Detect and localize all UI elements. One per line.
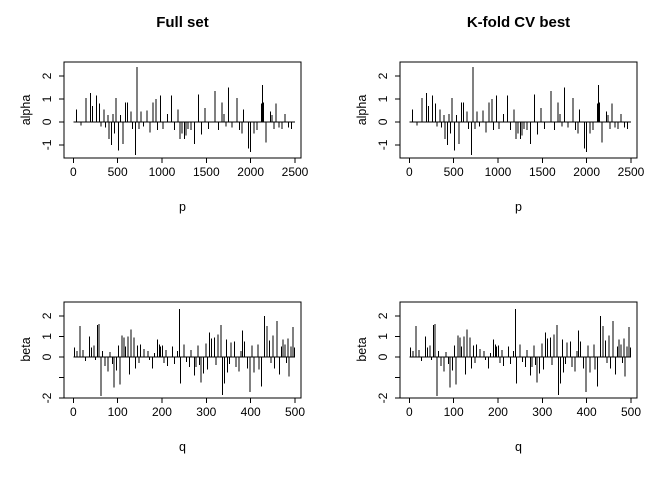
y-tick-label: 0 (40, 118, 54, 125)
x-tick-label: 2000 (237, 165, 264, 179)
x-tick-label: 2500 (618, 165, 645, 179)
x-axis-label: p (515, 200, 522, 214)
x-tick-label: 0 (406, 165, 413, 179)
x-tick-label: 100 (444, 405, 464, 419)
y-tick-label: 1 (40, 95, 54, 102)
y-tick-label: 2 (376, 312, 390, 319)
x-axis-label: q (179, 440, 186, 454)
x-tick-label: 500 (285, 405, 305, 419)
plot-axes: 0 100 200 300 400 500 -2 0 1 2 (376, 301, 641, 419)
x-axis: 0 500 1000 1500 2000 2500 (406, 158, 645, 179)
x-tick-label: 2500 (282, 165, 309, 179)
y-tick-label: 2 (376, 72, 390, 79)
y-axis-label: beta (19, 337, 33, 361)
y-tick-label: 0 (40, 353, 54, 360)
panel-title: Full set (156, 14, 209, 31)
plot-axes: 0 500 1000 1500 2000 2500 -1 0 1 2 (376, 61, 645, 179)
x-tick-label: 200 (152, 405, 172, 419)
y-tick-label: 2 (40, 312, 54, 319)
x-tick-label: 500 (444, 165, 464, 179)
x-axis-label: p (179, 200, 186, 214)
y-axis: -1 0 1 2 (40, 72, 64, 150)
y-tick-label: 2 (40, 72, 54, 79)
panel-full-set-alpha: Full set p alpha 0 500 1000 1500 2000 2500 -1 0… (0, 0, 336, 240)
x-tick-label: 400 (577, 405, 597, 419)
x-axis-label: q (515, 440, 522, 454)
plot-box (63, 61, 302, 159)
x-tick-label: 100 (108, 405, 128, 419)
x-tick-label: 0 (70, 405, 77, 419)
y-tick-label: -2 (376, 392, 390, 403)
spike-lines (74, 308, 296, 396)
y-tick-label: 1 (40, 333, 54, 340)
x-axis: 0 500 1000 1500 2000 2500 (70, 158, 309, 179)
spike-plot-full-set-alpha: Full set p alpha 0 500 1000 1500 2000 2500-10… (19, 14, 309, 214)
x-tick-label: 300 (196, 405, 216, 419)
panel-full-set-beta: q beta 0 100 200 300 400 500 -2 0 1 2 (0, 240, 336, 480)
x-tick-label: 1000 (485, 165, 512, 179)
x-tick-label: 1500 (193, 165, 220, 179)
x-tick-label: 0 (406, 405, 413, 419)
x-tick-label: 2000 (573, 165, 600, 179)
spike-plot-kfold-cv-alpha: K-fold CV best p alpha 0 500 1000 1500 2000 2… (355, 14, 645, 214)
spike-plot-kfold-cv-beta: q beta 0 100 200 300 400 500 -2 0 1 2 (355, 301, 641, 454)
spike-lines (412, 66, 629, 156)
y-axis-label: beta (355, 337, 369, 361)
y-tick-label: 0 (376, 118, 390, 125)
x-tick-label: 200 (488, 405, 508, 419)
x-tick-label: 300 (532, 405, 552, 419)
y-axis-label: alpha (19, 95, 33, 126)
panel-kfold-cv-alpha: K-fold CV best p alpha 0 500 1000 1500 2000 2… (336, 0, 672, 240)
panel-title: K-fold CV best (467, 14, 570, 31)
plot-box (63, 301, 302, 399)
y-tick-label: 1 (376, 333, 390, 340)
x-tick-label: 500 (108, 165, 128, 179)
x-tick-label: 500 (621, 405, 641, 419)
plot-axes: 0 100 200 300 400 500 -2 0 1 2 (40, 301, 305, 419)
y-tick-label: -1 (376, 139, 390, 150)
spike-lines (76, 66, 293, 156)
plot-box (399, 61, 638, 159)
panel-kfold-cv-beta: q beta 0 100 200 300 400 500 -2 0 1 2 (336, 240, 672, 480)
x-tick-label: 400 (241, 405, 261, 419)
y-axis: -2 0 1 2 (40, 312, 64, 403)
y-axis-label: alpha (355, 95, 369, 126)
x-tick-label: 1000 (149, 165, 176, 179)
y-axis: -1 0 1 2 (376, 72, 400, 150)
spike-plot-full-set-beta: q beta 0 100 200 300 400 500 -2 0 1 2 (19, 301, 305, 454)
spike-lines (410, 308, 632, 396)
x-axis: 0 100 200 300 400 500 (406, 398, 641, 419)
x-axis: 0 100 200 300 400 500 (70, 398, 305, 419)
plot-box (399, 301, 638, 399)
y-tick-label: 0 (376, 353, 390, 360)
y-tick-label: -2 (40, 392, 54, 403)
y-tick-label: 1 (376, 95, 390, 102)
plot-axes: 0 500 1000 1500 2000 2500 -1 0 1 2 (40, 61, 309, 179)
x-tick-label: 1500 (529, 165, 556, 179)
y-tick-label: -1 (40, 139, 54, 150)
y-axis: -2 0 1 2 (376, 312, 400, 403)
x-tick-label: 0 (70, 165, 77, 179)
